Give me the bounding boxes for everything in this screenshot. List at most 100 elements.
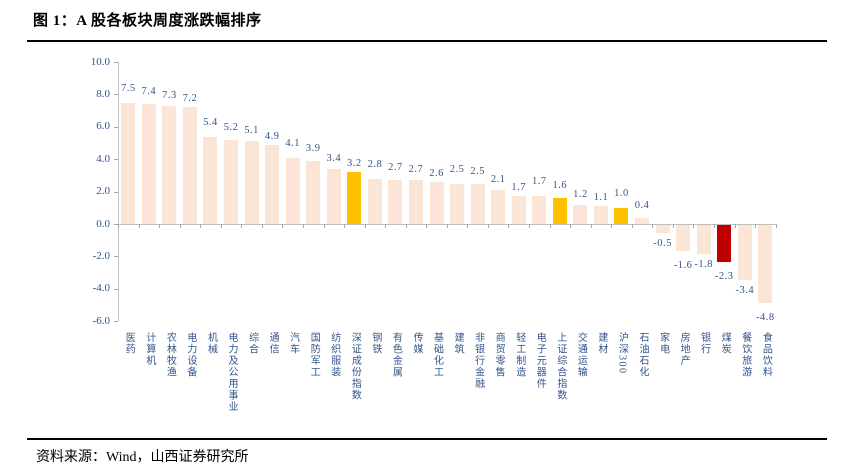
category-label: 轻工制造 (513, 332, 525, 378)
bar (552, 198, 567, 224)
category-label: 汽车 (287, 332, 299, 355)
bar (655, 225, 670, 234)
bar-value-label: -4.8 (756, 311, 775, 323)
bar (511, 196, 526, 224)
x-tick (631, 224, 633, 228)
category-label: 计算机 (143, 332, 155, 367)
bar-value-label: 1.6 (552, 180, 568, 192)
y-tick-label: 2.0 (96, 185, 110, 198)
bar (408, 180, 423, 224)
y-tick (114, 191, 118, 193)
bar-value-label: 2.5 (449, 163, 465, 175)
y-tick-label: -6.0 (92, 314, 110, 327)
bar (141, 104, 156, 224)
bar (203, 136, 218, 224)
bar-value-label: 7.3 (162, 89, 177, 101)
bar (347, 172, 362, 224)
bar (162, 105, 177, 224)
category-label: 电子元器件 (534, 332, 546, 390)
y-tick-label: 4.0 (96, 152, 110, 165)
bar-value-label: 5.2 (223, 121, 239, 133)
category-label: 上证综合指数 (554, 332, 566, 401)
bar-value-label: 3.2 (347, 158, 362, 170)
y-tick-label: -4.0 (92, 282, 110, 295)
bar (717, 225, 732, 263)
x-tick (734, 224, 736, 228)
bar (121, 102, 136, 224)
y-tick-label: -2.0 (92, 249, 110, 262)
footer-divider-line (27, 438, 827, 440)
bar-value-label: -1.8 (694, 259, 713, 271)
bar (182, 107, 197, 224)
category-label: 商贸零售 (493, 332, 505, 378)
bar (388, 180, 403, 224)
x-tick (344, 224, 346, 228)
bar (450, 183, 465, 224)
x-tick (487, 224, 489, 228)
bar-value-label: 3.4 (326, 152, 342, 164)
category-label: 有色金属 (390, 332, 402, 378)
y-tick-label: 0.0 (96, 217, 110, 230)
x-tick (385, 224, 387, 228)
category-label: 电力及公用事业 (226, 332, 238, 413)
x-tick (241, 224, 243, 228)
x-tick (282, 224, 284, 228)
y-tick-label: 8.0 (96, 87, 110, 100)
x-tick (364, 224, 366, 228)
x-tick (200, 224, 202, 228)
bar (224, 139, 239, 224)
bar (676, 225, 691, 251)
y-axis-line (118, 62, 119, 321)
category-label: 基础化工 (431, 332, 443, 378)
x-tick (467, 224, 469, 228)
bar (737, 225, 752, 281)
x-tick (529, 224, 530, 228)
bar-value-label: -0.5 (653, 238, 672, 250)
category-label: 煤炭 (719, 332, 731, 355)
source-note: 资料来源：Wind，山西证券研究所 (36, 450, 249, 465)
x-tick (446, 224, 448, 228)
bar-value-label: -1.6 (673, 259, 693, 271)
bar (614, 207, 629, 224)
y-tick (114, 62, 118, 63)
bar-value-label: 5.1 (244, 125, 259, 137)
figure-title: 图 1：A 股各板块周度涨跌幅排序 (33, 13, 262, 29)
bar-value-label: 5.4 (203, 116, 218, 128)
bar-value-label: 4.1 (285, 137, 300, 149)
category-label: 交通运输 (575, 332, 587, 378)
bar-value-label: 0.4 (634, 199, 650, 211)
bar-value-label: 1.2 (573, 188, 588, 200)
x-tick (159, 224, 161, 228)
x-tick (405, 224, 407, 228)
bar (491, 189, 506, 224)
x-tick (220, 224, 222, 228)
category-label: 机械 (205, 332, 217, 355)
x-tick (590, 224, 592, 228)
x-tick (118, 224, 119, 228)
category-label: 沪深300 (616, 332, 628, 375)
y-tick (114, 321, 118, 323)
y-tick-label: 10.0 (90, 55, 110, 68)
x-tick (672, 224, 674, 228)
y-tick (114, 288, 118, 290)
bar-value-label: 2.7 (408, 164, 424, 176)
bar-value-label: -3.4 (735, 285, 755, 297)
category-label: 银行 (698, 332, 710, 355)
category-label: 传媒 (410, 332, 422, 355)
bar-value-label: 2.8 (367, 158, 383, 170)
bar (244, 141, 259, 224)
category-label: 农林牧渔 (164, 332, 176, 378)
x-tick (138, 224, 140, 228)
bar (367, 178, 382, 224)
category-label: 石油石化 (637, 332, 649, 378)
bar (532, 196, 547, 224)
bar-value-label: 2.7 (388, 162, 403, 174)
bar-value-label: 7.4 (141, 86, 157, 98)
title-divider-line (27, 40, 827, 42)
bar (470, 183, 485, 224)
x-tick (713, 224, 715, 228)
bar (593, 206, 608, 224)
category-label: 深证成份指数 (349, 332, 361, 401)
